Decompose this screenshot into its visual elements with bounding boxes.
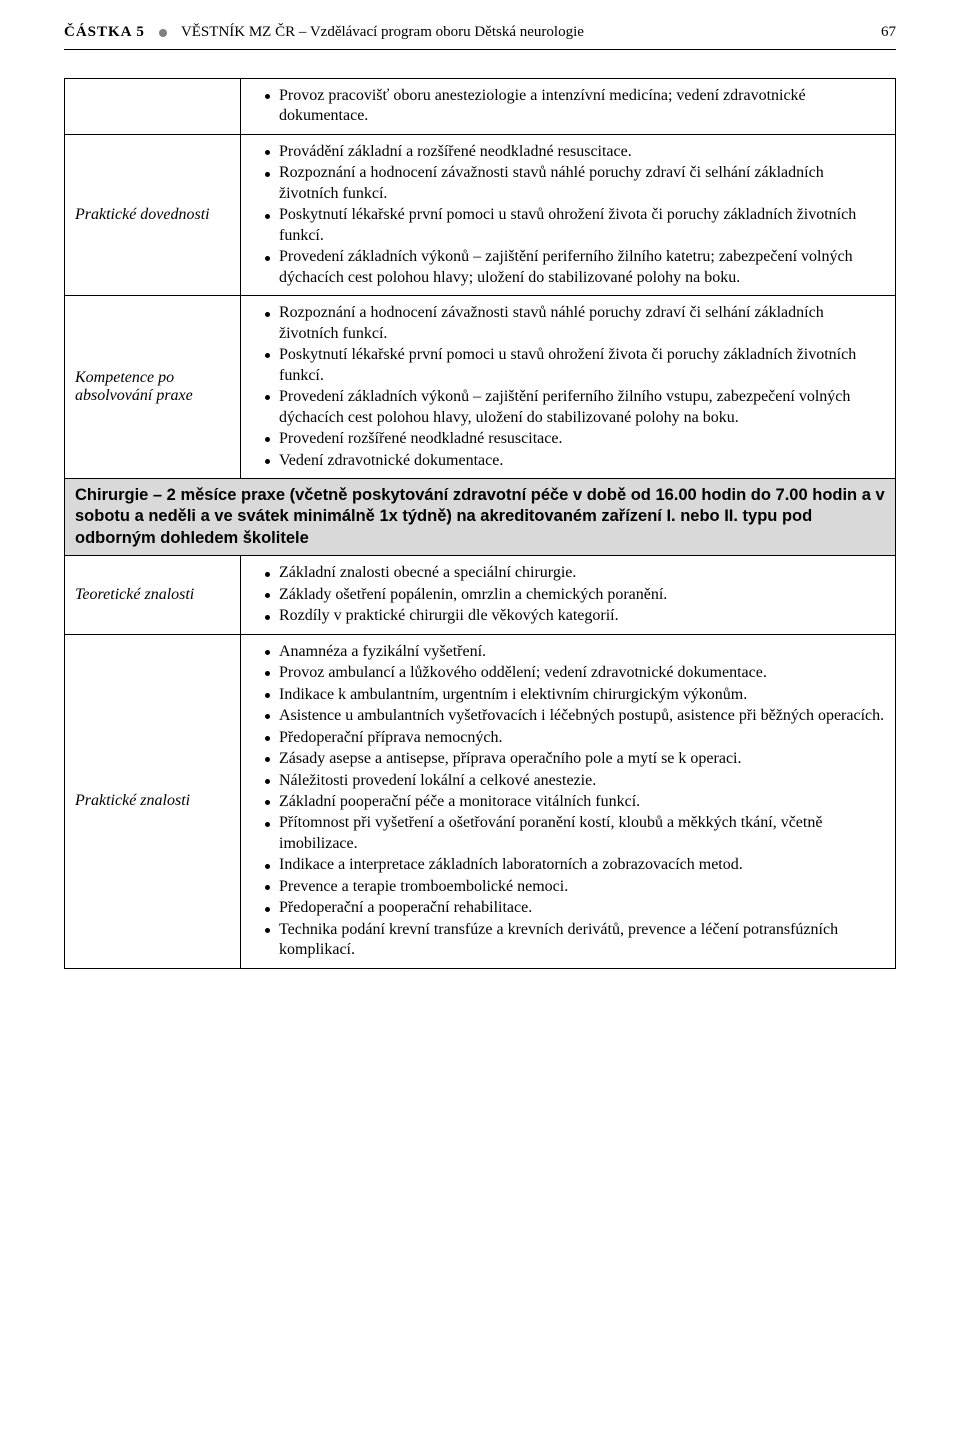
row-content: Provádění základní a rozšířené neodkladn… [241, 134, 896, 295]
list-item: Provoz ambulancí a lůžkového oddělení; v… [265, 663, 885, 683]
list-item: Provoz pracovišť oboru anesteziologie a … [265, 86, 885, 127]
list-item: Asistence u ambulantních vyšetřovacích i… [265, 706, 885, 726]
page-header: ČÁSTKA 5 VĚSTNÍK MZ ČR – Vzdělávací prog… [64, 24, 896, 50]
list-item: Základní pooperační péče a monitorace vi… [265, 792, 885, 812]
list-item: Provedení základních výkonů – zajištění … [265, 387, 885, 428]
row-content: Provoz pracovišť oboru anesteziologie a … [241, 79, 896, 135]
list-item: Předoperační příprava nemocných. [265, 728, 885, 748]
list-item: Základní znalosti obecné a speciální chi… [265, 563, 885, 583]
list-item: Rozpoznání a hodnocení závažnosti stavů … [265, 163, 885, 204]
table-row: Teoretické znalosti Základní znalosti ob… [65, 556, 896, 634]
dot-icon [159, 29, 167, 37]
row-content: Rozpoznání a hodnocení závažnosti stavů … [241, 296, 896, 479]
table-row: Kompetence po absolvování praxe Rozpozná… [65, 296, 896, 479]
table-row: Praktické dovednosti Provádění základní … [65, 134, 896, 295]
list-item: Poskytnutí lékařské první pomoci u stavů… [265, 345, 885, 386]
list-item: Rozdíly v praktické chirurgii dle věkový… [265, 606, 885, 626]
list-item: Rozpoznání a hodnocení závažnosti stavů … [265, 303, 885, 344]
row-label: Praktické znalosti [65, 634, 241, 968]
bullet-list: Provoz pracovišť oboru anesteziologie a … [251, 86, 885, 127]
list-item: Zásady asepse a antisepse, příprava oper… [265, 749, 885, 769]
section-header-row: Chirurgie – 2 měsíce praxe (včetně posky… [65, 478, 896, 555]
list-item: Indikace a interpretace základních labor… [265, 855, 885, 875]
row-label [65, 79, 241, 135]
row-content: Základní znalosti obecné a speciální chi… [241, 556, 896, 634]
list-item: Technika podání krevní transfúze a krevn… [265, 920, 885, 961]
list-item: Základy ošetření popálenin, omrzlin a ch… [265, 585, 885, 605]
bullet-list: Anamnéza a fyzikální vyšetření. Provoz a… [251, 642, 885, 961]
bullet-list: Provádění základní a rozšířené neodkladn… [251, 142, 885, 288]
row-label: Praktické dovednosti [65, 134, 241, 295]
list-item: Provedení základních výkonů – zajištění … [265, 247, 885, 288]
section-header: Chirurgie – 2 měsíce praxe (včetně posky… [65, 478, 896, 555]
list-item: Prevence a terapie tromboembolické nemoc… [265, 877, 885, 897]
list-item: Provádění základní a rozšířené neodkladn… [265, 142, 885, 162]
list-item: Náležitosti provedení lokální a celkové … [265, 771, 885, 791]
list-item: Anamnéza a fyzikální vyšetření. [265, 642, 885, 662]
content-table-1: Provoz pracovišť oboru anesteziologie a … [64, 78, 896, 969]
row-content: Anamnéza a fyzikální vyšetření. Provoz a… [241, 634, 896, 968]
bullet-list: Základní znalosti obecné a speciální chi… [251, 563, 885, 626]
header-page-number: 67 [881, 24, 896, 41]
list-item: Předoperační a pooperační rehabilitace. [265, 898, 885, 918]
table-row: Praktické znalosti Anamnéza a fyzikální … [65, 634, 896, 968]
bullet-list: Rozpoznání a hodnocení závažnosti stavů … [251, 303, 885, 471]
header-title: VĚSTNÍK MZ ČR – Vzdělávací program oboru… [181, 24, 584, 41]
list-item: Indikace k ambulantním, urgentním i elek… [265, 685, 885, 705]
list-item: Poskytnutí lékařské první pomoci u stavů… [265, 205, 885, 246]
row-label: Kompetence po absolvování praxe [65, 296, 241, 479]
list-item: Provedení rozšířené neodkladné resuscita… [265, 429, 885, 449]
header-section: ČÁSTKA 5 [64, 24, 145, 41]
table-row: Provoz pracovišť oboru anesteziologie a … [65, 79, 896, 135]
list-item: Přítomnost při vyšetření a ošetřování po… [265, 813, 885, 854]
list-item: Vedení zdravotnické dokumentace. [265, 451, 885, 471]
row-label: Teoretické znalosti [65, 556, 241, 634]
